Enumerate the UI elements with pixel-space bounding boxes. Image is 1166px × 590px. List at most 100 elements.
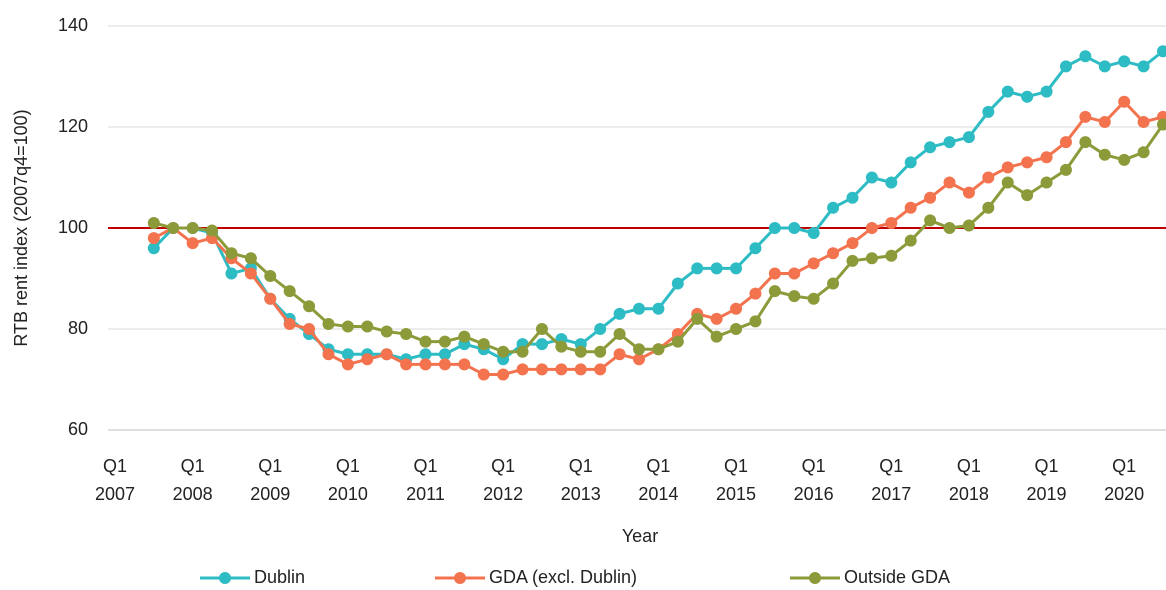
data-point	[283, 317, 296, 330]
data-point	[730, 302, 743, 315]
data-point	[691, 312, 704, 325]
data-point	[206, 224, 219, 237]
data-point	[535, 323, 548, 335]
data-point	[458, 358, 471, 371]
data-point	[516, 363, 529, 376]
data-point	[885, 249, 898, 262]
x-tick-label: Q1 2014	[638, 456, 679, 504]
data-point	[167, 222, 180, 234]
data-point	[1157, 118, 1166, 131]
data-point	[244, 252, 257, 265]
data-point	[555, 340, 568, 353]
x-tick-label: Q1 2017	[871, 456, 912, 504]
data-point	[768, 222, 781, 234]
data-point	[400, 358, 413, 371]
data-point	[1001, 161, 1014, 174]
data-point	[768, 285, 781, 298]
data-point	[555, 363, 568, 376]
data-point	[943, 136, 956, 149]
data-point	[788, 222, 801, 234]
data-point	[904, 156, 917, 169]
data-point	[497, 368, 510, 381]
data-point	[749, 315, 762, 328]
data-point	[458, 330, 471, 343]
data-point	[438, 335, 451, 348]
data-point	[438, 358, 451, 371]
data-point	[1079, 136, 1092, 149]
y-tick-label: 60	[68, 419, 88, 439]
data-point	[497, 345, 510, 358]
data-point	[962, 186, 975, 199]
data-point	[865, 252, 878, 265]
data-point	[361, 353, 374, 366]
data-point	[730, 323, 743, 335]
legend-label: Dublin	[254, 567, 305, 587]
data-point	[846, 237, 859, 250]
data-point	[535, 363, 548, 376]
data-point	[613, 348, 626, 361]
data-point	[710, 262, 723, 275]
data-point	[924, 214, 937, 227]
data-point	[419, 348, 432, 361]
data-point	[1040, 151, 1053, 164]
data-point	[186, 222, 199, 234]
data-point	[943, 176, 956, 189]
data-point	[730, 262, 743, 275]
data-point	[962, 131, 975, 144]
data-point	[594, 363, 607, 376]
data-point	[1021, 156, 1034, 169]
data-point	[1098, 60, 1111, 73]
data-point	[613, 328, 626, 341]
x-tick-label: Q1 2013	[560, 456, 601, 504]
legend-label: GDA (excl. Dublin)	[489, 567, 637, 587]
y-tick-label: 140	[58, 15, 88, 35]
data-point	[594, 323, 607, 335]
data-point	[147, 232, 160, 245]
data-point	[361, 320, 374, 333]
data-point	[633, 302, 645, 315]
data-point	[962, 219, 975, 232]
data-point	[904, 201, 917, 214]
data-point	[1001, 176, 1014, 189]
data-point	[225, 247, 238, 260]
data-point	[264, 269, 277, 282]
data-point	[244, 267, 257, 280]
data-point	[574, 345, 587, 358]
data-point	[1098, 115, 1111, 128]
data-point	[1098, 148, 1111, 161]
data-point	[710, 330, 723, 343]
legend-marker	[809, 572, 821, 584]
data-point	[807, 257, 820, 270]
data-point	[380, 325, 393, 338]
data-point	[1137, 115, 1150, 128]
data-point	[865, 222, 878, 234]
data-point	[419, 358, 432, 371]
data-point	[846, 254, 859, 267]
x-tick-label: Q1 2011	[406, 456, 445, 504]
data-point	[1137, 60, 1150, 73]
data-point	[807, 292, 820, 305]
data-point	[264, 292, 277, 305]
data-point	[710, 312, 723, 325]
data-point	[341, 320, 354, 333]
data-point	[1040, 176, 1053, 189]
data-point	[749, 242, 762, 255]
data-point	[574, 363, 587, 376]
data-point	[924, 141, 937, 154]
data-point	[885, 216, 898, 229]
data-point	[691, 262, 704, 275]
x-tick-label: Q1 2015	[716, 456, 757, 504]
x-tick-label: Q1 2020	[1104, 456, 1145, 504]
data-point	[477, 338, 490, 351]
data-point	[1040, 85, 1053, 98]
data-point	[1157, 45, 1166, 58]
data-point	[924, 191, 937, 204]
data-point	[1059, 136, 1072, 149]
data-point	[1079, 110, 1092, 123]
x-tick-label: Q1 2008	[172, 456, 213, 504]
data-point	[633, 343, 645, 356]
data-point	[341, 348, 354, 361]
data-point	[633, 353, 645, 366]
data-point	[1118, 95, 1131, 108]
